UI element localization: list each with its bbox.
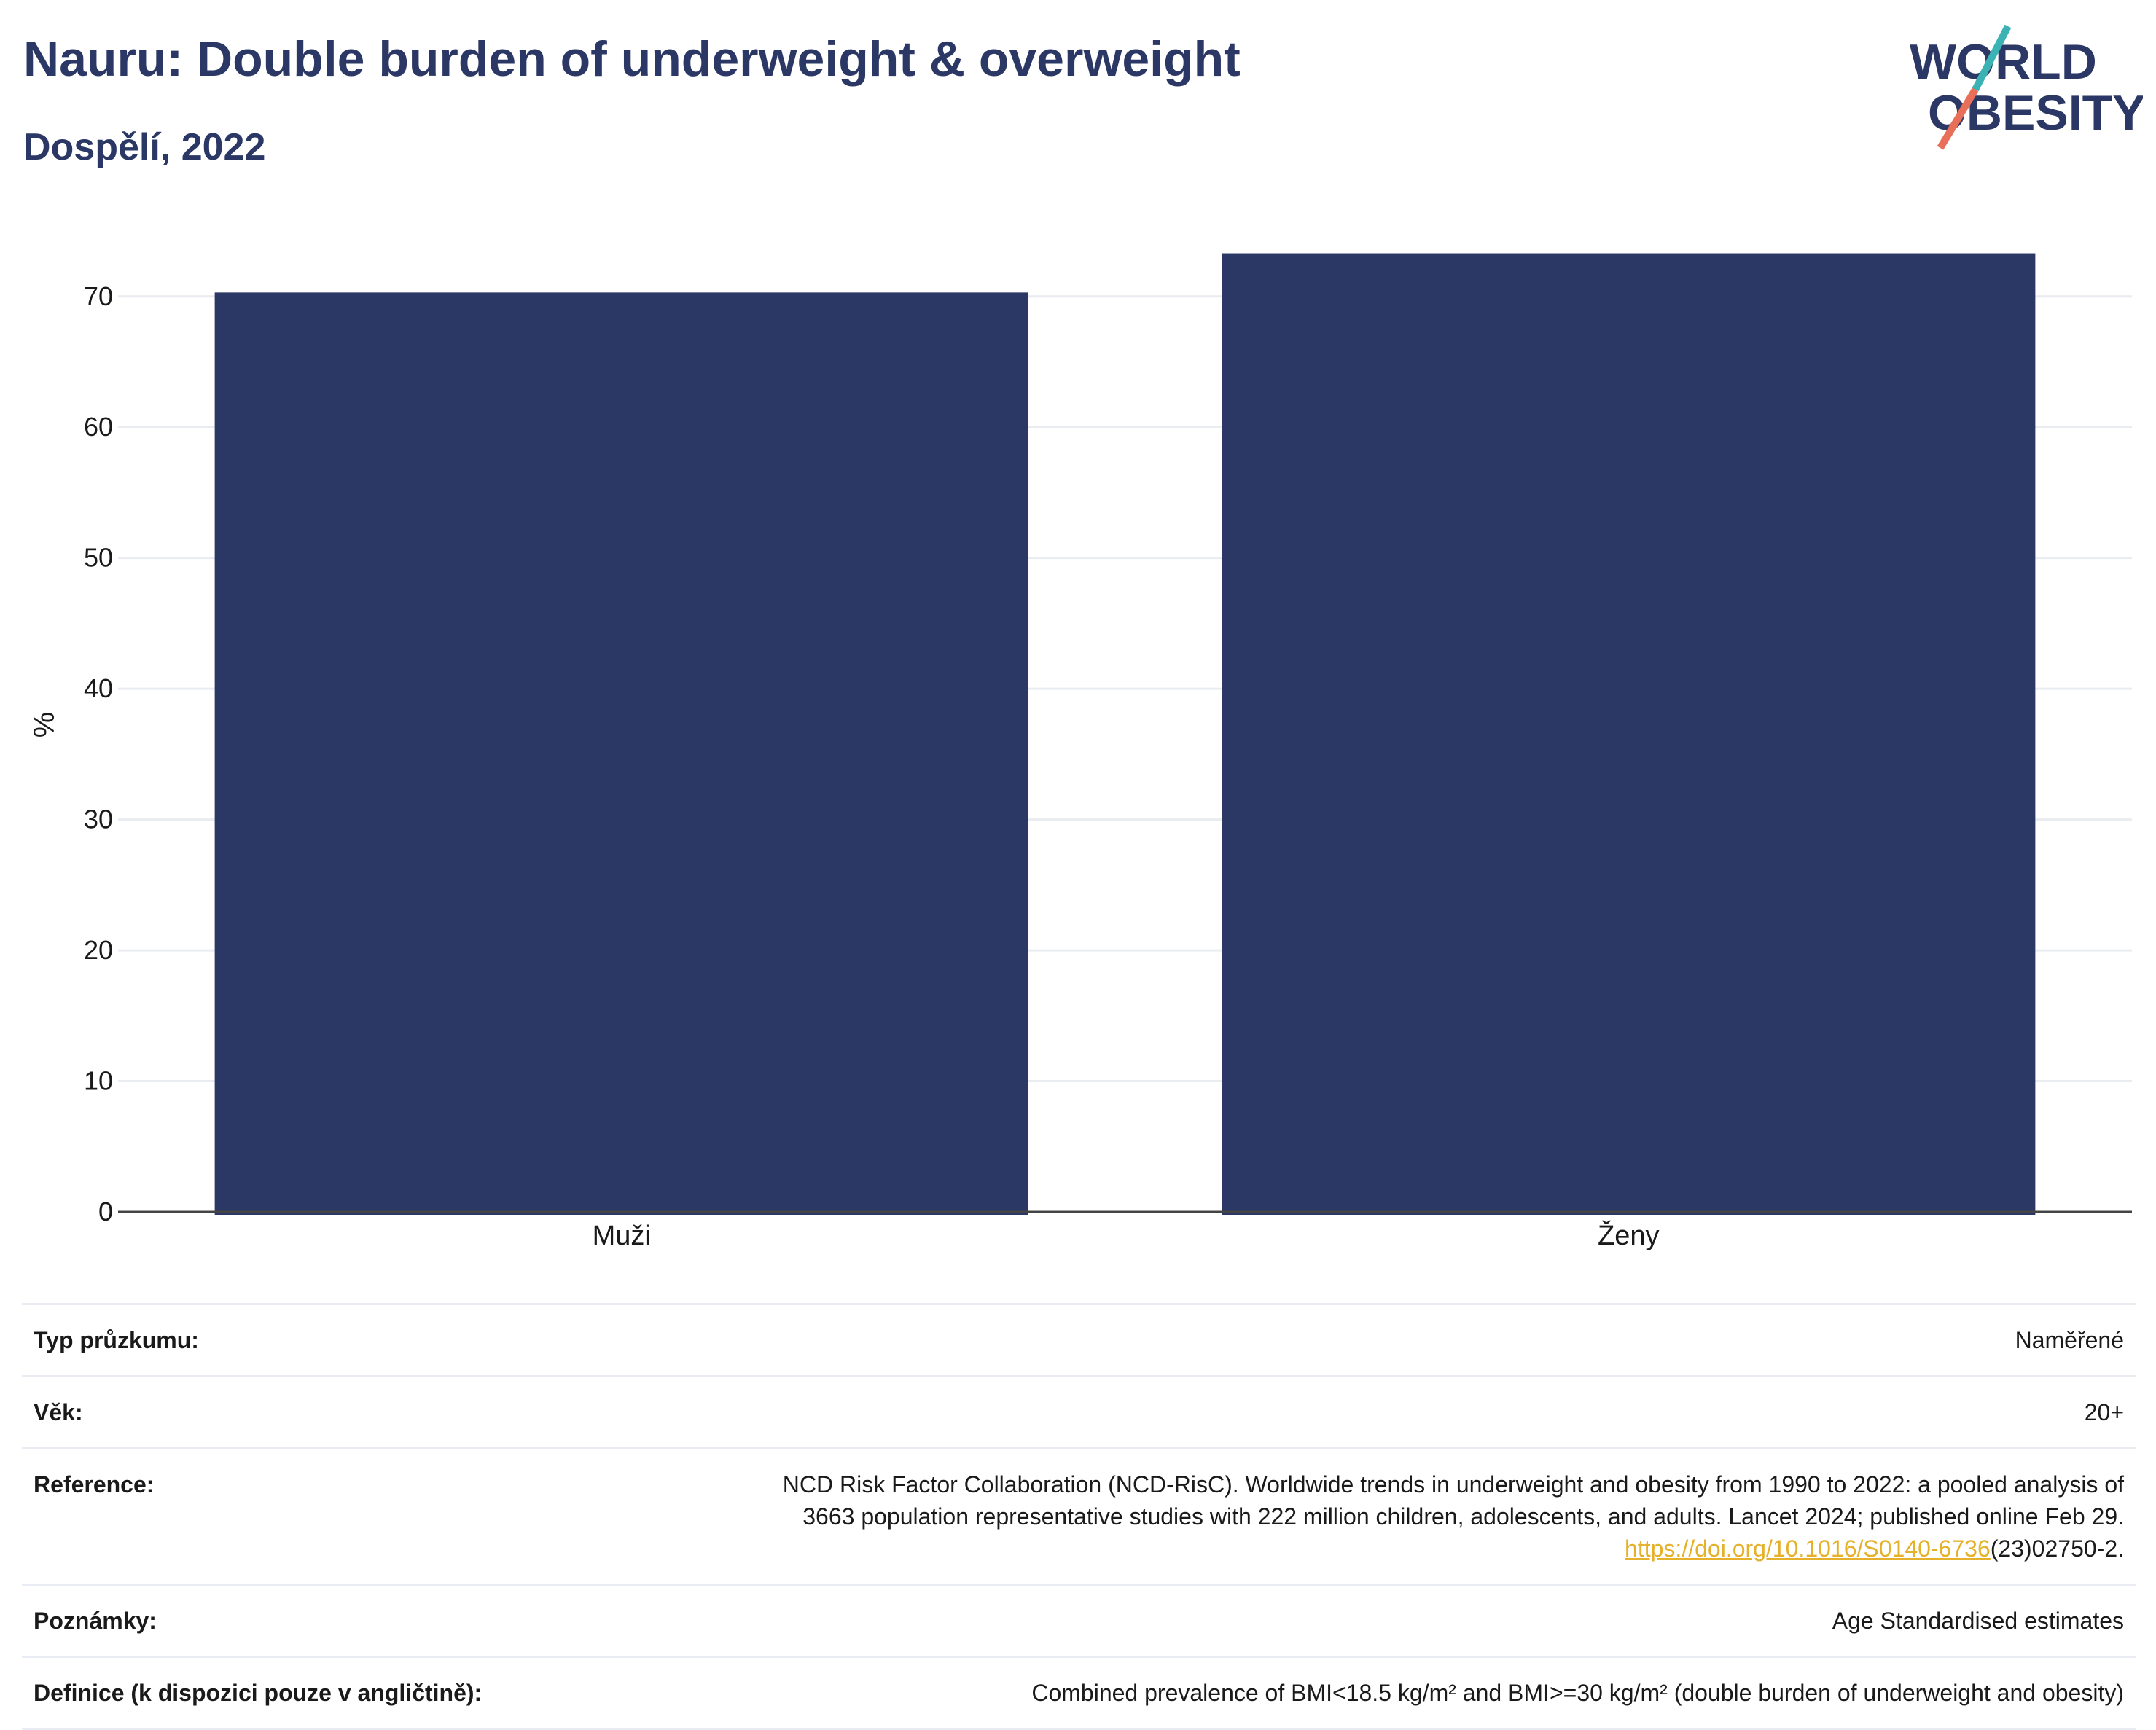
survey-type-value: Naměřené xyxy=(2015,1327,2124,1353)
logo-slash-coral xyxy=(1937,87,1979,150)
age-value: 20+ xyxy=(2084,1399,2124,1425)
info-row-reference: Reference: NCD Risk Factor Collaboration… xyxy=(22,1447,2136,1584)
info-row-notes: Poznámky: Age Standardised estimates xyxy=(22,1584,2136,1656)
y-tick-label: 0 xyxy=(98,1197,113,1226)
x-tick-label: Ženy xyxy=(1598,1220,1659,1251)
world-obesity-logo: WORLD OBESITY xyxy=(1910,24,2143,150)
reference-label: Reference: xyxy=(34,1471,155,1498)
doi-suffix: (23)02750-2. xyxy=(1990,1535,2124,1562)
definition-value: Combined prevalence of BMI<18.5 kg/m² an… xyxy=(1031,1680,2124,1706)
info-row-age: Věk: 20+ xyxy=(22,1375,2136,1447)
reference-value: NCD Risk Factor Collaboration (NCD-RisC)… xyxy=(154,1468,2124,1565)
survey-type-label: Typ průzkumu: xyxy=(34,1327,199,1353)
y-tick-label: 10 xyxy=(84,1066,113,1096)
y-tick-label: 50 xyxy=(84,543,113,573)
definition-label: Definice (k dispozici pouze v angličtině… xyxy=(34,1680,483,1706)
reference-line-1: NCD Risk Factor Collaboration (NCD-RisC)… xyxy=(782,1471,2124,1498)
notes-label: Poznámky: xyxy=(34,1608,157,1634)
x-tick-labels: Muži Ženy xyxy=(593,1220,1660,1251)
y-tick-label: 30 xyxy=(84,805,113,834)
y-tick-label: 70 xyxy=(84,281,113,311)
logo-line1: WORLD xyxy=(1910,34,2097,90)
bar-1[interactable] xyxy=(214,292,1028,1215)
y-tick-labels: 0 10 20 30 40 50 60 70 xyxy=(84,281,113,1226)
y-tick-label: 40 xyxy=(84,673,113,703)
bar-chart: 0 10 20 30 40 50 60 70 Muži Ženy % xyxy=(28,253,2132,1251)
notes-value: Age Standardised estimates xyxy=(1832,1608,2124,1634)
doi-link[interactable]: https://doi.org/10.1016/S0140-6736 xyxy=(1625,1535,1991,1562)
y-axis-label: % xyxy=(28,712,60,738)
x-tick-label: Muži xyxy=(593,1221,651,1251)
y-tick-label: 60 xyxy=(84,412,113,442)
info-row-definition: Definice (k dispozici pouze v angličtině… xyxy=(22,1656,2136,1730)
age-label: Věk: xyxy=(34,1399,83,1425)
reference-line-2: 3663 population representative studies w… xyxy=(802,1503,2124,1530)
logo-slash-teal xyxy=(1972,24,2012,92)
info-table: Typ průzkumu: Naměřené Věk: 20+ Referenc… xyxy=(22,1303,2136,1730)
chart-subtitle: Dospělí, 2022 xyxy=(23,126,266,168)
y-tick-label: 20 xyxy=(84,935,113,965)
bar-2[interactable] xyxy=(1222,253,2036,1215)
chart-title: Nauru: Double burden of underweight & ov… xyxy=(23,31,1241,87)
bars xyxy=(214,253,2036,1215)
reference-line-3: https://doi.org/10.1016/S0140-6736(23)02… xyxy=(183,1533,2124,1565)
info-row-survey-type: Typ průzkumu: Naměřené xyxy=(22,1303,2136,1375)
